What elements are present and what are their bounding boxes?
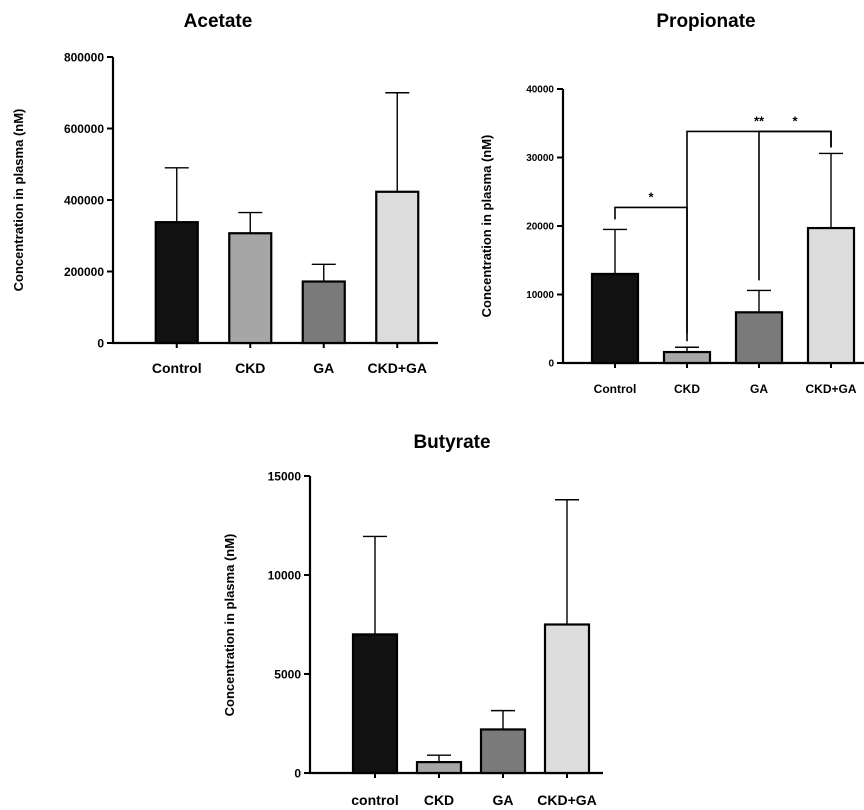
chart-title: Propionate — [656, 11, 755, 32]
bar — [415, 761, 463, 775]
significance-label: * — [792, 113, 798, 128]
y-tick-label: 10000 — [268, 568, 302, 582]
bar — [590, 272, 640, 365]
significance-label: * — [648, 189, 654, 204]
significance-bracket — [686, 130, 832, 334]
x-tick-label: CKD+GA — [805, 382, 856, 396]
x-tick-label: GA — [493, 792, 514, 808]
x-tick-label: Control — [152, 360, 202, 376]
x-tick-label: control — [351, 792, 398, 808]
bar — [662, 350, 712, 365]
x-tick-label: GA — [750, 382, 768, 396]
bar — [375, 190, 420, 345]
y-axis-label: Concentration in plasma (nM) — [479, 135, 494, 318]
bar — [479, 728, 527, 775]
x-tick-label: CKD — [674, 382, 700, 396]
y-axis-label: Concentration in plasma (nM) — [11, 109, 26, 292]
y-tick-label: 40000 — [526, 85, 554, 96]
bar — [351, 633, 399, 775]
x-tick-label: CKD+GA — [367, 360, 427, 376]
y-axis-label: Concentration in plasma (nM) — [222, 534, 237, 717]
y-tick-label: 800000 — [64, 50, 104, 64]
y-tick-label: 0 — [548, 359, 554, 370]
bar — [734, 311, 784, 365]
bar — [301, 280, 346, 345]
y-tick-label: 10000 — [526, 290, 554, 301]
y-tick-label: 30000 — [526, 153, 554, 164]
bar — [806, 226, 856, 365]
chart-title: Acetate — [184, 11, 253, 32]
y-tick-label: 400000 — [64, 193, 104, 207]
bar — [543, 623, 591, 775]
x-tick-label: GA — [313, 360, 334, 376]
x-tick-label: CKD+GA — [537, 792, 597, 808]
y-tick-label: 20000 — [526, 222, 554, 233]
y-tick-label: 0 — [294, 766, 301, 780]
significance-label: ** — [754, 113, 765, 128]
y-tick-label: 600000 — [64, 122, 104, 136]
y-tick-label: 200000 — [64, 265, 104, 279]
x-tick-label: Control — [594, 382, 637, 396]
propionate-panel: Propionate Concentration in plasma (nM) … — [479, 11, 864, 396]
bar — [228, 232, 273, 345]
y-tick-label: 0 — [97, 336, 104, 350]
butyrate-panel: Butyrate Concentration in plasma (nM) 0 5… — [222, 432, 603, 808]
x-tick-label: CKD — [424, 792, 454, 808]
y-tick-label: 5000 — [274, 667, 301, 681]
x-tick-label: CKD — [235, 360, 265, 376]
y-tick-label: 15000 — [268, 469, 302, 483]
acetate-panel: Acetate Concentration in plasma (nM) 0 20… — [11, 11, 438, 376]
bar — [154, 221, 199, 345]
chart-title: Butyrate — [413, 432, 490, 453]
